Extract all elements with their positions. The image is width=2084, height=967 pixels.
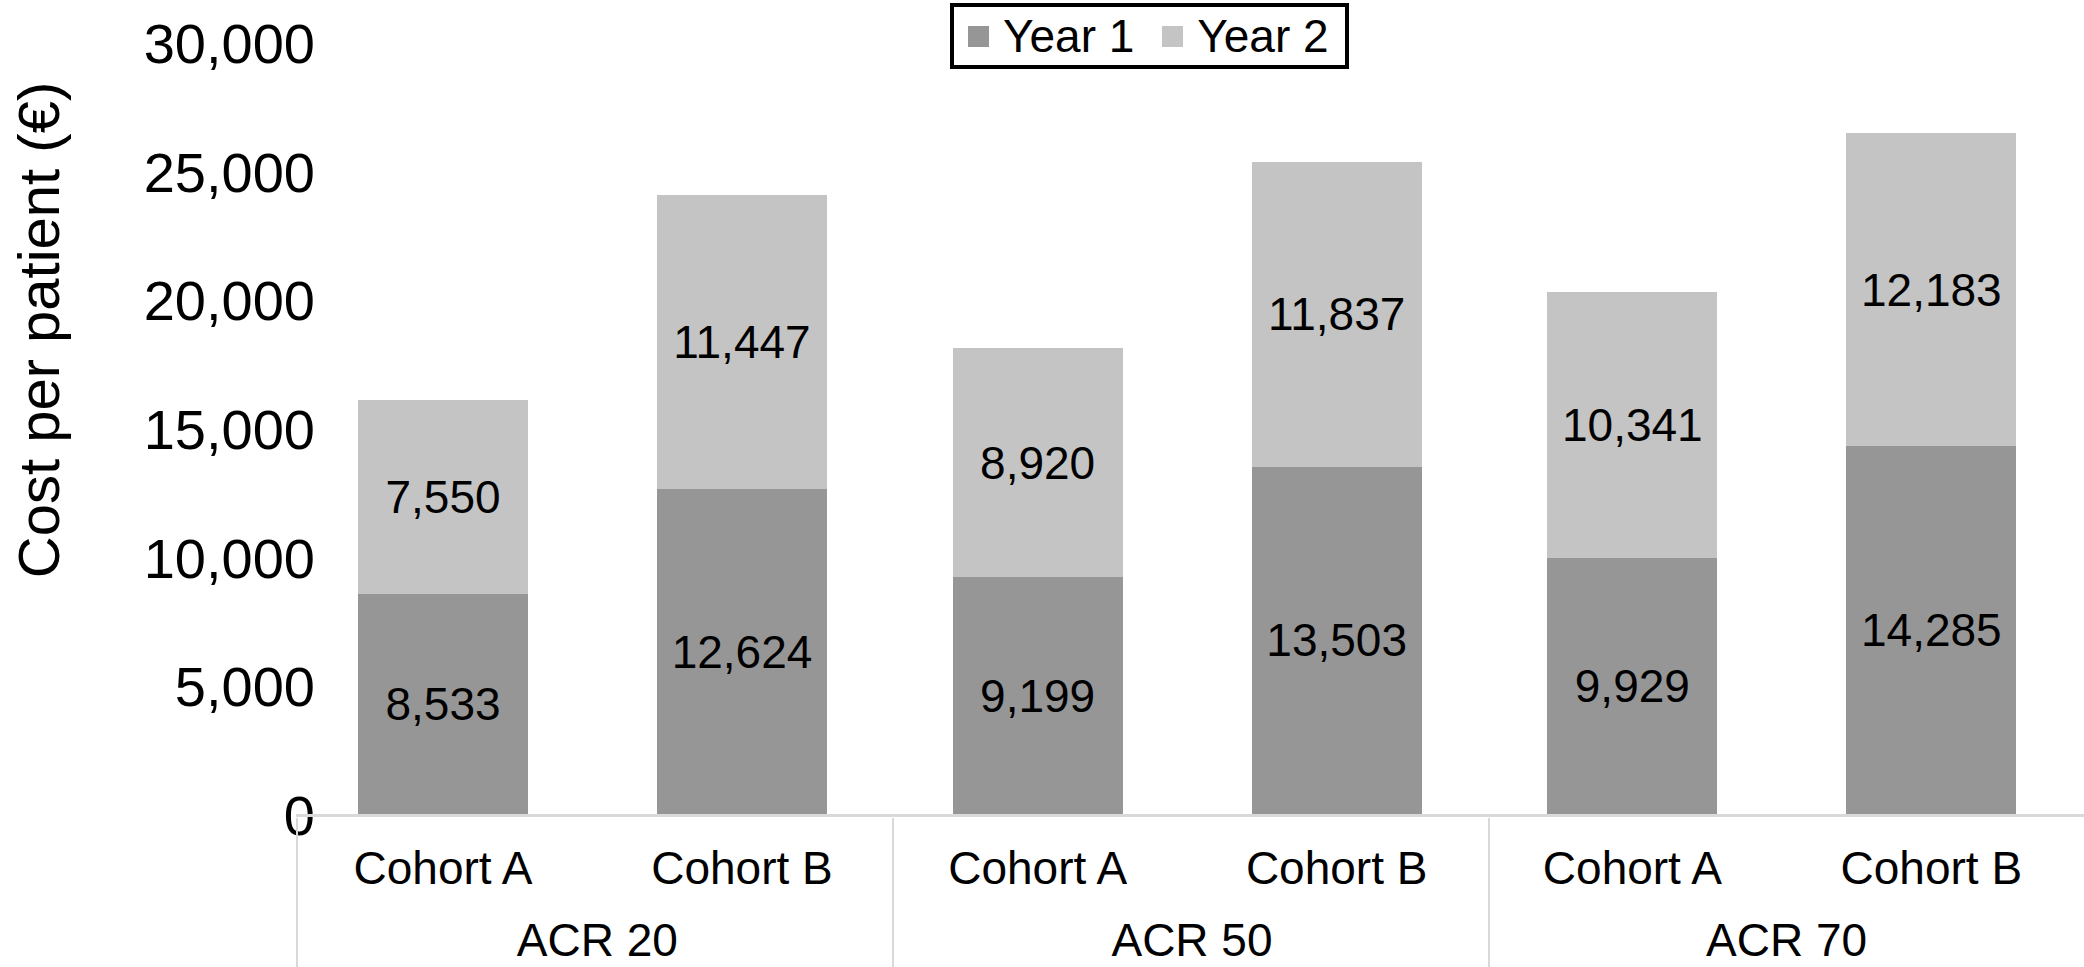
legend-label-year-1: Year 1 <box>1003 9 1134 63</box>
category-label-acr-20-cohort-b: Cohort B <box>592 841 892 895</box>
category-label-acr-70-cohort-a: Cohort A <box>1482 841 1782 895</box>
y-tick-label-10000: 10,000 <box>0 529 315 589</box>
category-label-acr-50-cohort-b: Cohort B <box>1187 841 1487 895</box>
value-label-acr-70-cohort-b-year-1: 14,285 <box>1801 603 2061 657</box>
value-label-acr-70-cohort-b-year-2: 12,183 <box>1801 263 2061 317</box>
y-tick-label-25000: 25,000 <box>0 143 315 203</box>
y-tick-label-5000: 5,000 <box>0 657 315 717</box>
group-label-acr-70: ACR 70 <box>1489 913 2084 967</box>
category-label-acr-70-cohort-b: Cohort B <box>1781 841 2081 895</box>
x-axis-baseline <box>296 814 2084 817</box>
y-tick-label-15000: 15,000 <box>0 400 315 460</box>
value-label-acr-50-cohort-b-year-2: 11,837 <box>1207 287 1467 341</box>
stacked-bar-chart: Cost per patient (€) 05,00010,00015,0002… <box>0 0 2084 967</box>
y-tick-label-30000: 30,000 <box>0 14 315 74</box>
legend-label-year-2: Year 2 <box>1197 9 1328 63</box>
value-label-acr-50-cohort-a-year-2: 8,920 <box>908 436 1168 490</box>
value-label-acr-20-cohort-a-year-1: 8,533 <box>313 677 573 731</box>
value-label-acr-70-cohort-a-year-1: 9,929 <box>1502 659 1762 713</box>
y-tick-label-20000: 20,000 <box>0 271 315 331</box>
value-label-acr-20-cohort-b-year-2: 11,447 <box>612 315 872 369</box>
legend-swatch-year-1 <box>968 26 989 47</box>
value-label-acr-20-cohort-a-year-2: 7,550 <box>313 470 573 524</box>
legend-swatch-year-2 <box>1162 26 1183 47</box>
value-label-acr-70-cohort-a-year-2: 10,341 <box>1502 398 1762 452</box>
group-label-acr-20: ACR 20 <box>300 913 895 967</box>
value-label-acr-50-cohort-b-year-1: 13,503 <box>1207 613 1467 667</box>
value-label-acr-50-cohort-a-year-1: 9,199 <box>908 669 1168 723</box>
category-label-acr-50-cohort-a: Cohort A <box>888 841 1188 895</box>
y-tick-label-0: 0 <box>0 786 315 846</box>
legend: Year 1 Year 2 <box>950 3 1349 69</box>
category-label-acr-20-cohort-a: Cohort A <box>293 841 593 895</box>
value-label-acr-20-cohort-b-year-1: 12,624 <box>612 625 872 679</box>
group-label-acr-50: ACR 50 <box>895 913 1490 967</box>
